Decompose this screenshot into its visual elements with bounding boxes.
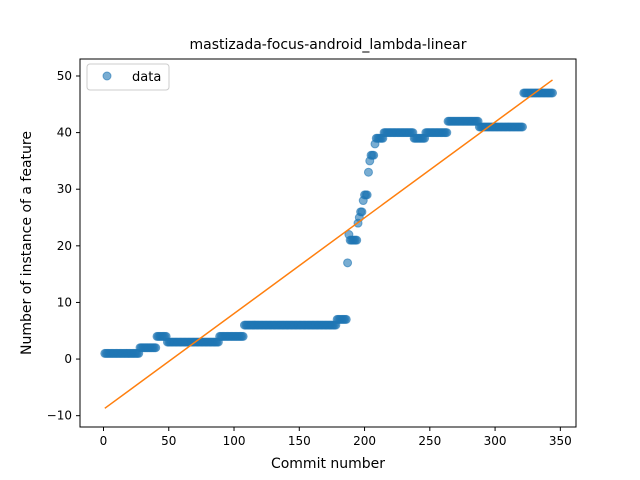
y-tick-label: 50 [57, 69, 72, 83]
y-tick-label: −10 [47, 409, 72, 423]
fit-line [104, 79, 553, 409]
y-axis-label: Number of instance of a feature [19, 131, 35, 355]
data-point [357, 207, 367, 217]
x-tick-label: 250 [418, 434, 441, 448]
x-axis-label: Commit number [271, 456, 385, 472]
data-point [369, 150, 379, 160]
data-point [151, 343, 161, 353]
data-point [238, 331, 248, 341]
y-tick-label: 30 [57, 182, 72, 196]
fit-line-layer [104, 79, 553, 409]
x-tick-label: 150 [288, 434, 311, 448]
x-tick-label: 0 [100, 434, 108, 448]
y-tick-label: 0 [64, 352, 72, 366]
y-tick-label: 20 [57, 239, 72, 253]
plot-frame [79, 58, 577, 428]
x-tick-label: 50 [161, 434, 176, 448]
data-point [548, 88, 558, 98]
data-point [343, 258, 353, 268]
data-point [363, 167, 373, 177]
x-axis-ticks: 0 50 100 150 200 250 300 350 [100, 427, 572, 448]
data-point [362, 190, 372, 200]
y-tick-label: 40 [57, 126, 72, 140]
chart-title: mastizada-focus-android_lambda-linear [190, 37, 467, 53]
data-point [442, 128, 452, 138]
y-tick-label: 10 [57, 295, 72, 309]
x-tick-label: 350 [549, 434, 572, 448]
legend-label-data: data [132, 70, 161, 85]
x-tick-label: 100 [223, 434, 246, 448]
y-axis-ticks: −10 0 10 20 30 40 50 [47, 69, 80, 423]
x-tick-label: 200 [353, 434, 376, 448]
data-points [100, 88, 558, 358]
data-point [341, 314, 351, 324]
legend-marker [102, 71, 112, 81]
data-point [517, 122, 527, 132]
x-tick-label: 300 [484, 434, 507, 448]
legend-box [86, 63, 170, 91]
legend: data [86, 63, 170, 91]
data-point [352, 235, 362, 245]
